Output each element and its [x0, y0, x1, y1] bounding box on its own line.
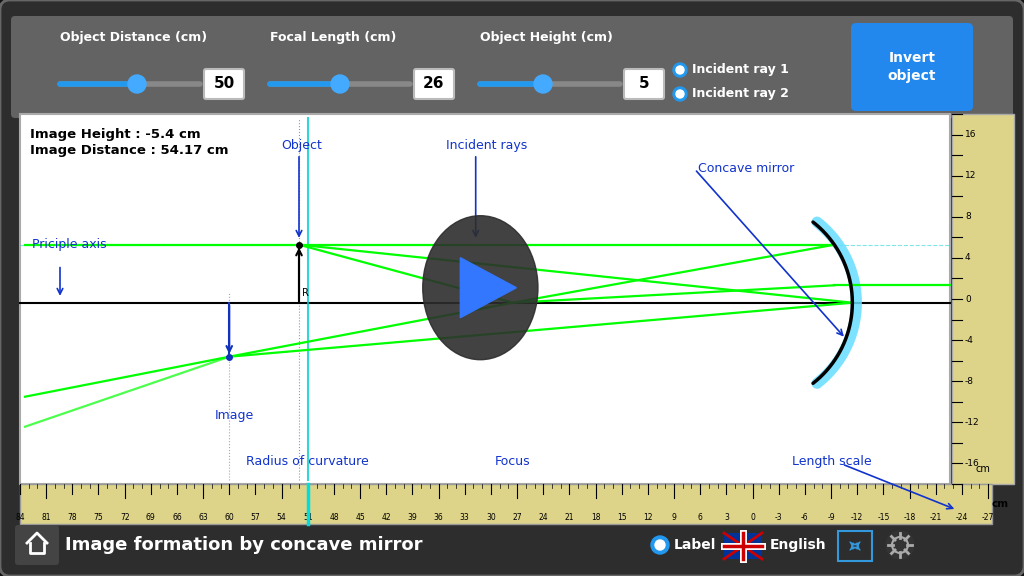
- Text: 57: 57: [251, 513, 260, 522]
- Text: -16: -16: [965, 459, 980, 468]
- Text: 9: 9: [672, 513, 677, 522]
- Text: -12: -12: [965, 418, 980, 427]
- Text: Invert
object: Invert object: [888, 51, 936, 83]
- Text: 51: 51: [303, 513, 312, 522]
- Text: -15: -15: [878, 513, 890, 522]
- Text: 21: 21: [564, 513, 574, 522]
- Circle shape: [886, 531, 914, 559]
- Circle shape: [651, 536, 669, 554]
- Circle shape: [673, 63, 687, 77]
- Text: 81: 81: [41, 513, 51, 522]
- Text: 3: 3: [724, 513, 729, 522]
- Text: 72: 72: [120, 513, 129, 522]
- FancyBboxPatch shape: [624, 69, 664, 99]
- Circle shape: [676, 90, 684, 98]
- Text: 6: 6: [697, 513, 702, 522]
- Text: Label: Label: [674, 538, 717, 552]
- Text: -12: -12: [851, 513, 863, 522]
- FancyBboxPatch shape: [952, 114, 1014, 484]
- Text: 12: 12: [965, 171, 976, 180]
- Text: -4: -4: [965, 336, 974, 344]
- Text: 30: 30: [486, 513, 496, 522]
- Text: Priciple axis: Priciple axis: [32, 238, 106, 251]
- Text: 39: 39: [408, 513, 418, 522]
- Text: 50: 50: [213, 77, 234, 92]
- FancyBboxPatch shape: [15, 525, 59, 565]
- Text: Focus: Focus: [495, 455, 530, 468]
- Text: R: R: [302, 287, 309, 298]
- Text: Length scale: Length scale: [792, 455, 871, 468]
- Text: 18: 18: [591, 513, 600, 522]
- Text: cm: cm: [976, 464, 990, 474]
- FancyBboxPatch shape: [414, 69, 454, 99]
- Text: -18: -18: [903, 513, 915, 522]
- Text: 33: 33: [460, 513, 470, 522]
- Text: -6: -6: [801, 513, 809, 522]
- Text: -24: -24: [955, 513, 968, 522]
- Text: 54: 54: [276, 513, 287, 522]
- Text: 12: 12: [643, 513, 652, 522]
- Text: English: English: [770, 538, 826, 552]
- Text: -9: -9: [827, 513, 835, 522]
- Text: 15: 15: [616, 513, 627, 522]
- Text: 4: 4: [965, 253, 971, 263]
- Text: Image Distance : 54.17 cm: Image Distance : 54.17 cm: [30, 144, 228, 157]
- Text: 45: 45: [355, 513, 365, 522]
- Text: -21: -21: [930, 513, 942, 522]
- Text: Radius of curvature: Radius of curvature: [247, 455, 369, 468]
- Text: 0: 0: [965, 294, 971, 304]
- Circle shape: [673, 87, 687, 101]
- Text: 66: 66: [172, 513, 182, 522]
- Text: 69: 69: [146, 513, 156, 522]
- Text: Object Height (cm): Object Height (cm): [480, 32, 613, 44]
- Text: Focal Length (cm): Focal Length (cm): [270, 32, 396, 44]
- Text: Image: Image: [215, 409, 255, 422]
- Circle shape: [655, 540, 665, 550]
- Text: Object: Object: [281, 139, 322, 152]
- Text: 42: 42: [382, 513, 391, 522]
- Text: 26: 26: [423, 77, 444, 92]
- Ellipse shape: [423, 215, 538, 359]
- Polygon shape: [461, 257, 516, 318]
- Text: -27: -27: [982, 513, 994, 522]
- FancyBboxPatch shape: [20, 484, 992, 524]
- Text: 36: 36: [434, 513, 443, 522]
- Circle shape: [128, 75, 146, 93]
- Text: 5: 5: [639, 77, 649, 92]
- Text: 27: 27: [512, 513, 522, 522]
- FancyBboxPatch shape: [724, 533, 762, 559]
- Text: Incident ray 2: Incident ray 2: [692, 88, 788, 100]
- Text: 0: 0: [751, 513, 755, 522]
- Text: 48: 48: [329, 513, 339, 522]
- Text: 78: 78: [68, 513, 77, 522]
- Circle shape: [676, 66, 684, 74]
- Text: Image formation by concave mirror: Image formation by concave mirror: [65, 536, 423, 554]
- Text: Incident rays: Incident rays: [445, 139, 527, 152]
- Text: Incident ray 1: Incident ray 1: [692, 63, 788, 77]
- Text: 63: 63: [199, 513, 208, 522]
- FancyBboxPatch shape: [11, 16, 1013, 118]
- Text: Image Height : -5.4 cm: Image Height : -5.4 cm: [30, 128, 201, 141]
- Text: 24: 24: [539, 513, 548, 522]
- Text: -3: -3: [775, 513, 782, 522]
- Text: 84: 84: [15, 513, 25, 522]
- FancyBboxPatch shape: [20, 114, 950, 484]
- Text: Concave mirror: Concave mirror: [697, 162, 794, 176]
- Text: 60: 60: [224, 513, 234, 522]
- Text: 75: 75: [93, 513, 103, 522]
- Text: 16: 16: [965, 130, 977, 139]
- FancyBboxPatch shape: [204, 69, 244, 99]
- Circle shape: [331, 75, 349, 93]
- Text: cm: cm: [991, 499, 1009, 509]
- FancyBboxPatch shape: [851, 23, 973, 111]
- Text: -8: -8: [965, 377, 974, 386]
- Circle shape: [534, 75, 552, 93]
- Text: 8: 8: [965, 213, 971, 221]
- Text: Object Distance (cm): Object Distance (cm): [60, 32, 207, 44]
